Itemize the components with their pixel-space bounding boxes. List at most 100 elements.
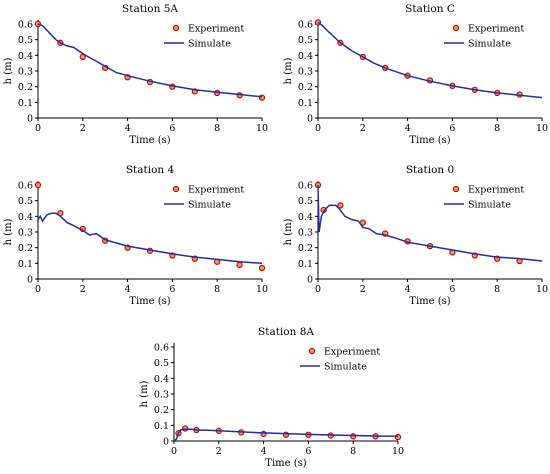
x-axis-label: Time (s) xyxy=(409,296,450,307)
x-tick-label: 6 xyxy=(169,123,175,134)
y-axis-label: h (m) xyxy=(3,218,14,245)
y-tick-label: 0.3 xyxy=(298,67,313,78)
legend-experiment-marker xyxy=(172,185,180,193)
y-tick-label: 0.5 xyxy=(18,196,33,207)
x-tick-label: 2 xyxy=(360,284,366,295)
x-tick-label: 4 xyxy=(125,123,131,134)
x-axis-label: Time (s) xyxy=(129,296,170,307)
chart-title: Station C xyxy=(405,3,455,15)
x-tick-label: 10 xyxy=(256,123,268,134)
experiment-data-point xyxy=(258,264,266,272)
chart-panel-2: Station C 0 0.1 0.2 0.3 0.4 0.5 0.6 0 2 4 6 8 10 Time … xyxy=(283,3,548,146)
y-tick-label: 0.2 xyxy=(18,243,33,254)
y-tick-label: 0.4 xyxy=(18,51,33,62)
y-tick-label: 0.3 xyxy=(18,228,33,239)
y-tick-label: 0 xyxy=(307,114,313,125)
x-axis-label: Time (s) xyxy=(129,135,170,146)
y-tick-label: 0.1 xyxy=(154,421,169,432)
y-tick-label: 0.1 xyxy=(18,259,33,270)
chart-title: Station 0 xyxy=(406,164,454,176)
chart-title: Station 8A xyxy=(258,326,314,338)
experiment-data-point xyxy=(34,181,42,189)
y-tick-label: 0 xyxy=(163,437,169,448)
y-tick-label: 0.3 xyxy=(298,228,313,239)
legend-experiment-marker xyxy=(452,24,460,32)
x-tick-label: 8 xyxy=(350,446,356,457)
y-tick-label: 0.1 xyxy=(18,98,33,109)
chart-title: Station 5A xyxy=(122,3,178,15)
x-axis-label: Time (s) xyxy=(409,135,450,146)
x-tick-label: 8 xyxy=(214,123,220,134)
x-tick-label: 0 xyxy=(35,284,41,295)
y-tick-label: 0.1 xyxy=(298,98,313,109)
experiment-data-point xyxy=(394,433,402,441)
experiment-data-point xyxy=(236,261,243,269)
x-tick-label: 2 xyxy=(216,446,222,457)
x-tick-label: 10 xyxy=(392,446,404,457)
y-tick-label: 0.6 xyxy=(18,20,33,31)
y-tick-label: 0.2 xyxy=(18,82,33,93)
legend-simulate-label: Simulate xyxy=(188,200,231,211)
x-tick-label: 0 xyxy=(315,123,321,134)
legend-experiment-marker xyxy=(452,185,460,193)
chart-panel-5: Station 8A 0 0.1 0.2 0.3 0.4 0.5 0.6 0 2 4 6 8 10 Time… xyxy=(139,326,404,469)
simulate-series-line xyxy=(37,212,263,265)
chart-panel-4: Station 0 0 0.1 0.2 0.3 0.4 0.5 0.6 0 2 4 6 8 10 Time … xyxy=(283,164,548,307)
x-tick-label: 8 xyxy=(494,284,500,295)
y-tick-label: 0.6 xyxy=(298,181,313,192)
chart-panel-1: Station 5A 0 0.1 0.2 0.3 0.4 0.5 0.6 0 2 4 6 8 10 Time… xyxy=(3,3,268,146)
x-tick-label: 10 xyxy=(536,284,548,295)
x-tick-label: 8 xyxy=(214,284,220,295)
x-tick-label: 8 xyxy=(494,123,500,134)
legend-simulate-label: Simulate xyxy=(188,39,231,50)
x-tick-label: 4 xyxy=(405,123,411,134)
x-tick-label: 2 xyxy=(80,284,86,295)
y-tick-label: 0.6 xyxy=(298,20,313,31)
y-tick-label: 0.4 xyxy=(298,212,313,223)
y-tick-label: 0.2 xyxy=(298,82,313,93)
legend-experiment-label: Experiment xyxy=(324,347,380,358)
x-tick-label: 4 xyxy=(125,284,131,295)
y-tick-label: 0.4 xyxy=(154,374,169,385)
chart-title: Station 4 xyxy=(126,164,175,176)
x-tick-label: 6 xyxy=(449,123,455,134)
y-axis-label: h (m) xyxy=(283,57,294,84)
y-tick-label: 0.5 xyxy=(298,35,313,46)
y-tick-label: 0.4 xyxy=(298,51,313,62)
x-tick-label: 10 xyxy=(256,284,268,295)
x-tick-label: 4 xyxy=(261,446,267,457)
legend-experiment-label: Experiment xyxy=(188,185,244,196)
y-tick-label: 0.4 xyxy=(18,212,33,223)
x-tick-label: 0 xyxy=(35,123,41,134)
experiment-data-point xyxy=(337,202,344,209)
legend-simulate-label: Simulate xyxy=(324,362,367,373)
x-tick-label: 2 xyxy=(360,123,366,134)
y-tick-label: 0.2 xyxy=(298,243,313,254)
y-tick-label: 0 xyxy=(27,114,33,125)
legend-experiment-marker xyxy=(172,24,180,32)
y-tick-label: 0 xyxy=(27,275,33,286)
y-axis-label: h (m) xyxy=(139,380,150,407)
x-tick-label: 0 xyxy=(315,284,321,295)
x-tick-label: 6 xyxy=(169,284,175,295)
y-axis-label: h (m) xyxy=(283,218,294,245)
experiment-data-point xyxy=(258,94,266,101)
simulate-series-line xyxy=(317,184,543,262)
legend-experiment-label: Experiment xyxy=(188,24,244,35)
y-tick-label: 0 xyxy=(307,275,313,286)
x-tick-label: 10 xyxy=(536,123,548,134)
legend-experiment-label: Experiment xyxy=(468,24,524,35)
legend-simulate-label: Simulate xyxy=(468,200,511,211)
y-tick-label: 0.6 xyxy=(154,343,169,354)
legend-simulate-label: Simulate xyxy=(468,39,511,50)
legend-experiment-marker xyxy=(308,347,316,355)
y-tick-label: 0.5 xyxy=(298,196,313,207)
experiment-data-point xyxy=(350,433,357,440)
x-tick-label: 0 xyxy=(171,446,177,457)
y-tick-label: 0.1 xyxy=(298,259,313,270)
chart-panel-3: Station 4 0 0.1 0.2 0.3 0.4 0.5 0.6 0 2 4 6 8 10 Time … xyxy=(3,164,268,307)
simulate-series-line xyxy=(173,428,399,442)
x-tick-label: 2 xyxy=(80,123,86,134)
y-axis-label: h (m) xyxy=(3,57,14,84)
